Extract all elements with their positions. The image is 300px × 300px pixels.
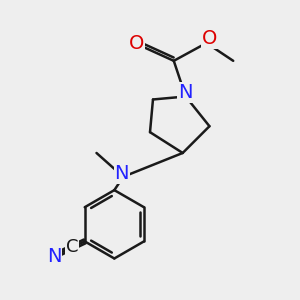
- Text: O: O: [202, 29, 217, 48]
- Text: N: N: [115, 164, 129, 183]
- Text: O: O: [129, 34, 144, 52]
- Text: C: C: [66, 238, 79, 256]
- Text: N: N: [47, 247, 61, 266]
- Text: N: N: [178, 82, 193, 101]
